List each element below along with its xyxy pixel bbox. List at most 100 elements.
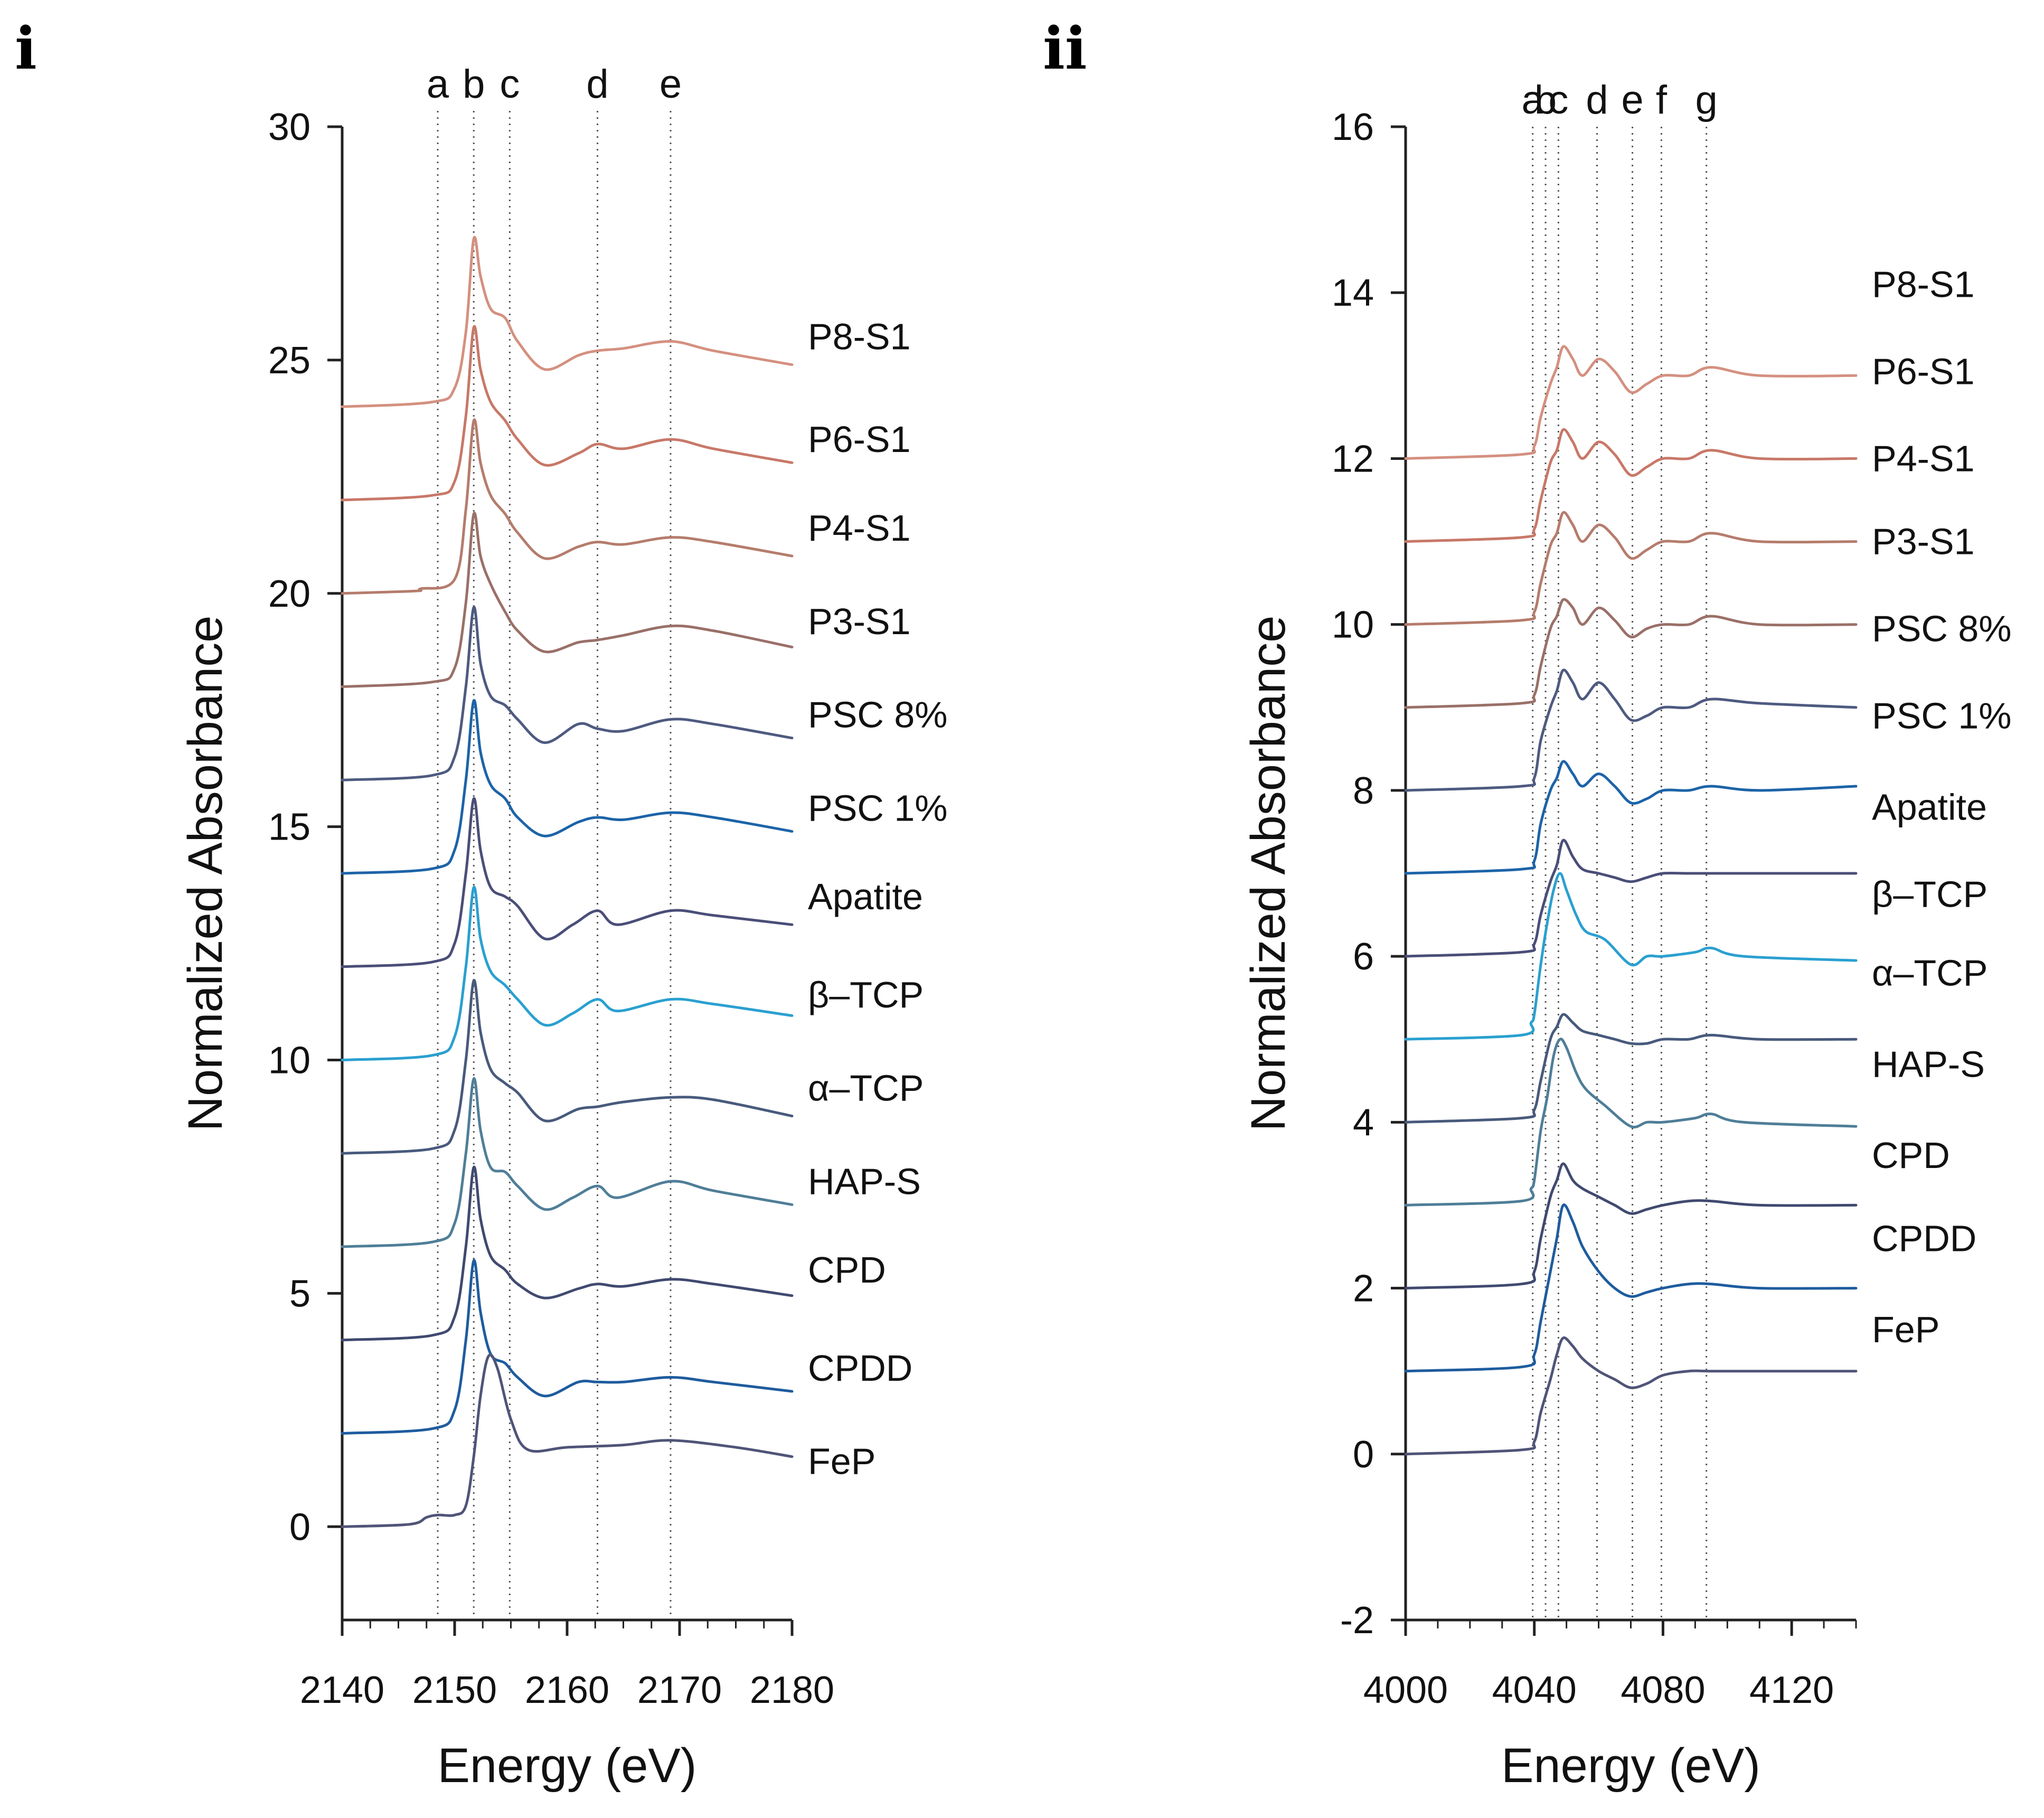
series-line-fep: [1404, 1336, 1858, 1456]
series-line-apatite: [1404, 839, 1858, 958]
y-tick-label: 5: [289, 1273, 310, 1315]
series-label-fep: FeP: [1872, 1309, 1939, 1350]
marker-label-c: c: [500, 62, 520, 107]
y-tick-label: 14: [1332, 272, 1374, 314]
series-line-p6-s1: [341, 325, 794, 502]
series-line-cpdd: [1404, 1203, 1858, 1373]
series-line-hap-s: [1404, 1038, 1858, 1207]
series-label-p6-s1: P6-S1: [1872, 351, 1975, 392]
series-label-psc-1pct: PSC 1%: [1872, 695, 2012, 736]
x-tick-label: 2180: [750, 1669, 834, 1711]
series-line-psc-8pct: [1404, 668, 1858, 792]
series-line-hap-s: [341, 1077, 794, 1248]
series-label-cpdd: CPDD: [808, 1348, 912, 1389]
x-tick-label: 4120: [1749, 1669, 1834, 1711]
series-line-cpdd: [341, 1259, 794, 1435]
x-axis-title: Energy (eV): [1501, 1739, 1760, 1793]
y-tick-label: 30: [268, 106, 310, 148]
series-label-p6-s1: P6-S1: [808, 419, 911, 460]
series-label-alpha-tcp: α–TCP: [808, 1068, 924, 1109]
x-tick-label: 2170: [637, 1669, 722, 1711]
series-line-p8-s1: [1404, 345, 1858, 460]
series-line-psc-1pct: [341, 699, 794, 875]
marker-label-c: c: [1548, 78, 1568, 123]
series-label-apatite: Apatite: [808, 876, 923, 917]
series-label-cpd: CPD: [1872, 1135, 1950, 1176]
series-label-beta-tcp: β–TCP: [1872, 873, 1988, 915]
x-tick-label: 2140: [300, 1669, 384, 1711]
y-tick-label: 25: [268, 340, 310, 382]
y-tick-label: 2: [1353, 1268, 1374, 1310]
y-tick-label: 4: [1353, 1101, 1374, 1144]
y-tick-label: 16: [1332, 106, 1374, 148]
panel-label: i: [15, 14, 37, 82]
series-label-alpha-tcp: α–TCP: [1872, 953, 1988, 994]
x-tick-label: 4000: [1363, 1669, 1448, 1711]
series-line-cpd: [341, 1165, 794, 1342]
series-label-fep: FeP: [808, 1441, 875, 1482]
series-line-psc-1pct: [1404, 760, 1858, 875]
series-line-beta-tcp: [341, 886, 794, 1061]
series-label-apatite: Apatite: [1872, 786, 1987, 827]
marker-label-d: d: [586, 62, 608, 107]
marker-label-b: b: [1534, 78, 1557, 123]
series-label-psc-8pct: PSC 8%: [808, 694, 948, 736]
series-label-p3-s1: P3-S1: [808, 601, 911, 642]
y-tick-label: 12: [1332, 438, 1374, 480]
marker-label-e: e: [660, 62, 682, 107]
y-tick-label: 8: [1353, 770, 1374, 812]
y-tick-label: 10: [268, 1040, 310, 1082]
marker-label-e: e: [1621, 78, 1643, 123]
series-label-psc-8pct: PSC 8%: [1872, 608, 2012, 649]
series-line-p4-s1: [1404, 511, 1858, 626]
marker-label-d: d: [1586, 78, 1608, 123]
panel-label: ii: [1043, 14, 1087, 82]
series-line-p6-s1: [1404, 428, 1858, 543]
series-label-hap-s: HAP-S: [808, 1161, 921, 1202]
series-label-cpd: CPD: [808, 1249, 886, 1291]
x-tick-label: 4040: [1492, 1669, 1577, 1711]
x-tick-label: 2150: [412, 1669, 497, 1711]
series-line-p3-s1: [1404, 598, 1858, 709]
series-line-fep: [341, 1353, 794, 1528]
y-axis-title: Normalized Absorbance: [178, 616, 232, 1132]
series-line-cpd: [1404, 1162, 1858, 1290]
y-tick-label: 6: [1353, 936, 1374, 978]
y-tick-label: 0: [289, 1506, 310, 1548]
y-tick-label: 0: [1353, 1434, 1374, 1476]
marker-label-f: f: [1656, 78, 1668, 123]
marker-label-b: b: [463, 62, 485, 107]
x-tick-label: 4080: [1621, 1669, 1705, 1711]
marker-label-g: g: [1696, 78, 1718, 123]
series-line-p4-s1: [341, 418, 794, 595]
series-label-p8-s1: P8-S1: [808, 316, 911, 357]
series-line-alpha-tcp: [1404, 1013, 1858, 1124]
series-line-p3-s1: [341, 512, 794, 688]
series-label-beta-tcp: β–TCP: [808, 974, 924, 1015]
series-line-apatite: [341, 797, 794, 968]
y-tick-label: 20: [268, 573, 310, 615]
x-axis-title: Energy (eV): [438, 1739, 697, 1793]
series-line-alpha-tcp: [341, 979, 794, 1155]
series-label-p8-s1: P8-S1: [1872, 264, 1975, 305]
marker-label-a: a: [1522, 78, 1544, 123]
y-tick-label: 15: [268, 806, 310, 849]
panel-ii: ii abc d e f g -2 0 2 4 6 8 10 12 14 16 4000 4040 4080 4120…: [1043, 14, 2012, 1793]
series-label-cpdd: CPDD: [1872, 1218, 1976, 1259]
series-line-beta-tcp: [1404, 872, 1858, 1041]
series-label-hap-s: HAP-S: [1872, 1043, 1985, 1085]
y-tick-label: 10: [1332, 604, 1374, 646]
series-label-psc-1pct: PSC 1%: [808, 787, 948, 828]
series-label-p4-s1: P4-S1: [808, 507, 911, 549]
panel-i: i a b c d e 0 5 10 15 20 25 30 2140 2150 2160 2170 2180 En…: [15, 14, 948, 1793]
x-tick-label: 2160: [525, 1669, 609, 1711]
series-label-p3-s1: P3-S1: [1872, 521, 1975, 562]
series-line-psc-8pct: [341, 606, 794, 781]
marker-label-a: a: [427, 62, 449, 107]
y-axis-title: Normalized Absorbance: [1241, 616, 1295, 1132]
y-tick-label: -2: [1340, 1599, 1374, 1642]
series-label-p4-s1: P4-S1: [1872, 438, 1975, 479]
series-line-p8-s1: [341, 236, 794, 408]
